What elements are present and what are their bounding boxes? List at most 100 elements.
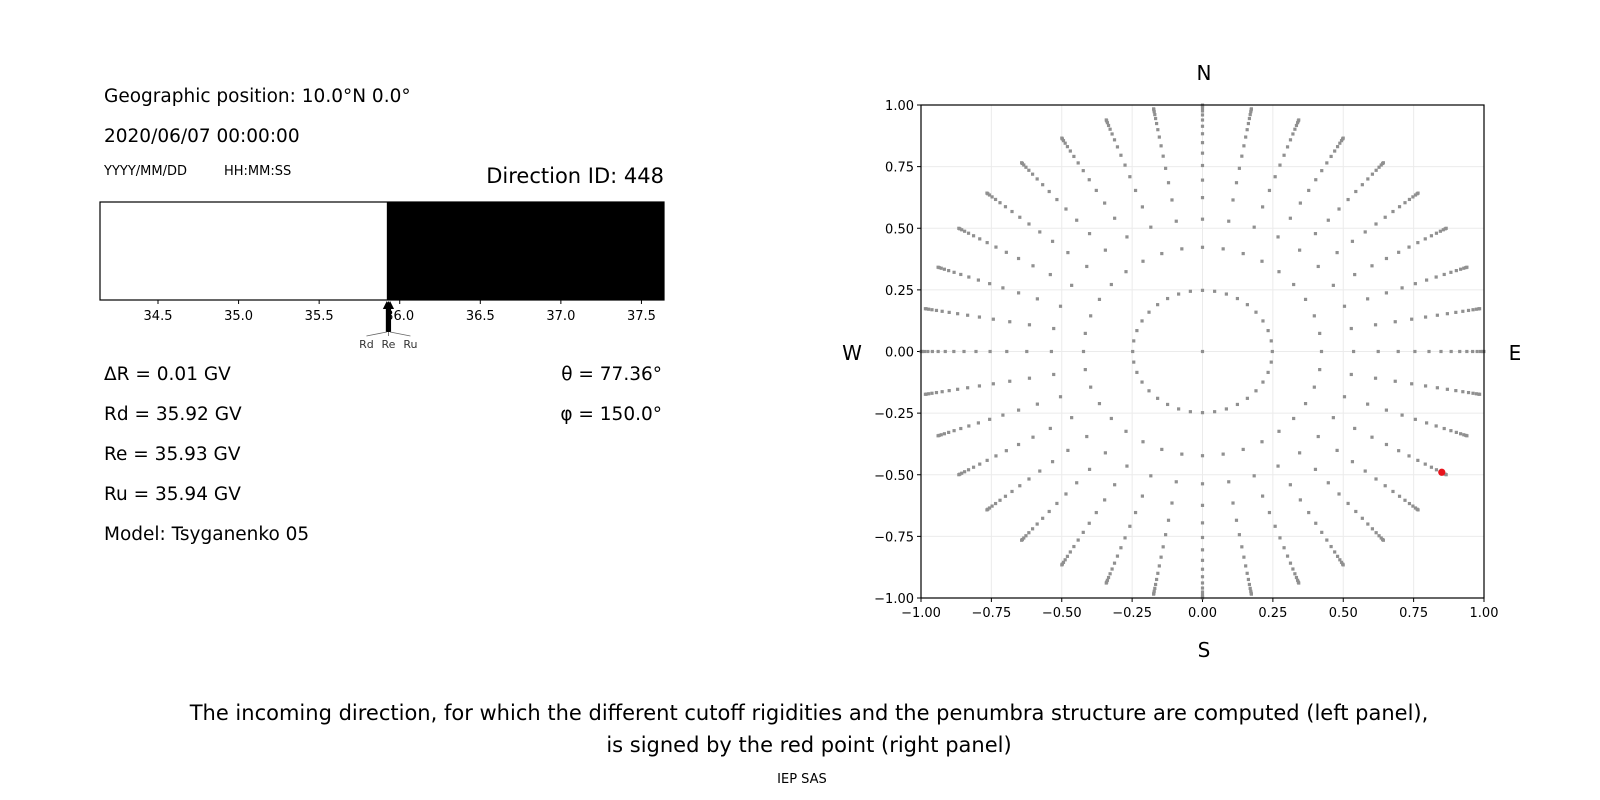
- direction-point: [1165, 296, 1170, 301]
- direction-point: [1363, 230, 1367, 234]
- direction-point: [1200, 163, 1205, 168]
- direction-point: [1471, 349, 1475, 354]
- direction-point: [930, 349, 934, 354]
- direction-point: [1200, 535, 1205, 540]
- direction-point: [1065, 145, 1070, 149]
- direction-point: [1018, 484, 1022, 488]
- direction-point: [1052, 326, 1056, 331]
- direction-point: [1094, 510, 1098, 515]
- direction-point: [1004, 449, 1008, 453]
- direction-point: [1010, 489, 1014, 494]
- direction-point: [1008, 379, 1012, 383]
- direction-point: [1063, 141, 1067, 145]
- marker-label: Re: [381, 338, 395, 351]
- direction-point: [1104, 581, 1108, 585]
- direction-point: [1384, 442, 1389, 447]
- direction-point: [1298, 451, 1302, 455]
- direction-point: [1113, 216, 1117, 220]
- direction-point: [1103, 201, 1107, 205]
- direction-point: [1030, 172, 1035, 176]
- direction-point: [1245, 571, 1249, 575]
- direction-point: [1213, 410, 1217, 414]
- direction-point: [1427, 349, 1431, 354]
- direction-point: [1435, 386, 1439, 390]
- direction-point: [1174, 480, 1178, 484]
- direction-point: [1294, 575, 1299, 580]
- direction-point: [1016, 291, 1021, 295]
- direction-point: [1260, 205, 1265, 209]
- direction-point: [1227, 480, 1231, 484]
- direction-point: [1240, 154, 1244, 158]
- direction-point: [1237, 166, 1241, 170]
- direction-point: [1333, 149, 1337, 153]
- direction-point: [1384, 256, 1389, 261]
- direction-point: [926, 349, 930, 354]
- direction-point: [1110, 567, 1114, 571]
- y-tick-label: 0.50: [885, 222, 914, 237]
- direction-point: [1027, 531, 1031, 535]
- direction-point: [1234, 181, 1239, 185]
- direction-point: [934, 308, 939, 313]
- direction-point: [956, 312, 960, 316]
- direction-point: [936, 265, 940, 269]
- direction-point: [1001, 286, 1005, 290]
- direction-point: [1377, 165, 1381, 169]
- direction-point: [1156, 128, 1160, 132]
- direction-point: [1441, 228, 1445, 232]
- direction-point: [988, 349, 992, 354]
- direction-point: [1119, 153, 1123, 157]
- direction-point: [1438, 229, 1442, 233]
- direction-point: [1083, 367, 1087, 372]
- direction-point: [1087, 467, 1092, 471]
- x-tick-label: −0.25: [1112, 606, 1152, 621]
- direction-point: [1353, 426, 1357, 431]
- direction-point: [1089, 314, 1093, 318]
- direction-point: [1471, 391, 1475, 395]
- direction-point: [1103, 248, 1107, 252]
- direction-point: [1177, 407, 1181, 411]
- direction-point: [1439, 349, 1443, 354]
- direction-point: [1435, 313, 1439, 317]
- direction-point: [1221, 452, 1225, 456]
- direction-point: [1454, 310, 1458, 314]
- direction-point: [963, 229, 967, 233]
- direction-point: [1471, 308, 1475, 312]
- direction-point: [966, 231, 971, 235]
- direction-point: [1081, 530, 1085, 534]
- direction-point: [1097, 297, 1102, 301]
- direction-point: [1416, 241, 1420, 245]
- direction-point: [1153, 113, 1157, 117]
- direction-point: [1314, 521, 1318, 525]
- direction-point: [1132, 339, 1136, 343]
- direction-point: [1244, 135, 1248, 139]
- direction-point: [1444, 226, 1448, 230]
- direction-point: [963, 470, 967, 474]
- direction-point: [1200, 521, 1205, 525]
- direction-point: [1140, 380, 1144, 384]
- direction-point: [1425, 421, 1429, 425]
- direction-point: [994, 454, 998, 458]
- direction-point: [1477, 392, 1482, 396]
- direction-point: [1260, 494, 1265, 498]
- direction-point: [1326, 218, 1330, 222]
- direction-point: [1064, 492, 1068, 496]
- direction-point: [936, 434, 940, 438]
- direction-point: [1407, 245, 1411, 249]
- direction-point: [1288, 561, 1293, 565]
- direction-point: [1055, 197, 1059, 202]
- direction-point: [1156, 571, 1160, 575]
- direction-point: [1200, 151, 1205, 155]
- compass-east: E: [1509, 341, 1522, 365]
- direction-point: [1319, 349, 1324, 354]
- direction-point: [922, 349, 927, 354]
- direction-point: [1459, 267, 1463, 271]
- direction-point: [1325, 538, 1329, 542]
- direction-point: [1393, 379, 1397, 383]
- direction-point: [943, 349, 947, 354]
- direction-point: [1224, 292, 1228, 296]
- direction-point: [1320, 530, 1324, 534]
- direction-point: [1249, 107, 1253, 111]
- direction-point: [978, 462, 982, 466]
- direction-point: [1266, 328, 1270, 333]
- direction-point: [1397, 449, 1401, 453]
